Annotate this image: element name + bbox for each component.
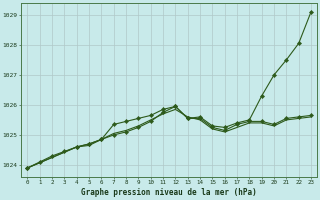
X-axis label: Graphe pression niveau de la mer (hPa): Graphe pression niveau de la mer (hPa): [81, 188, 257, 197]
